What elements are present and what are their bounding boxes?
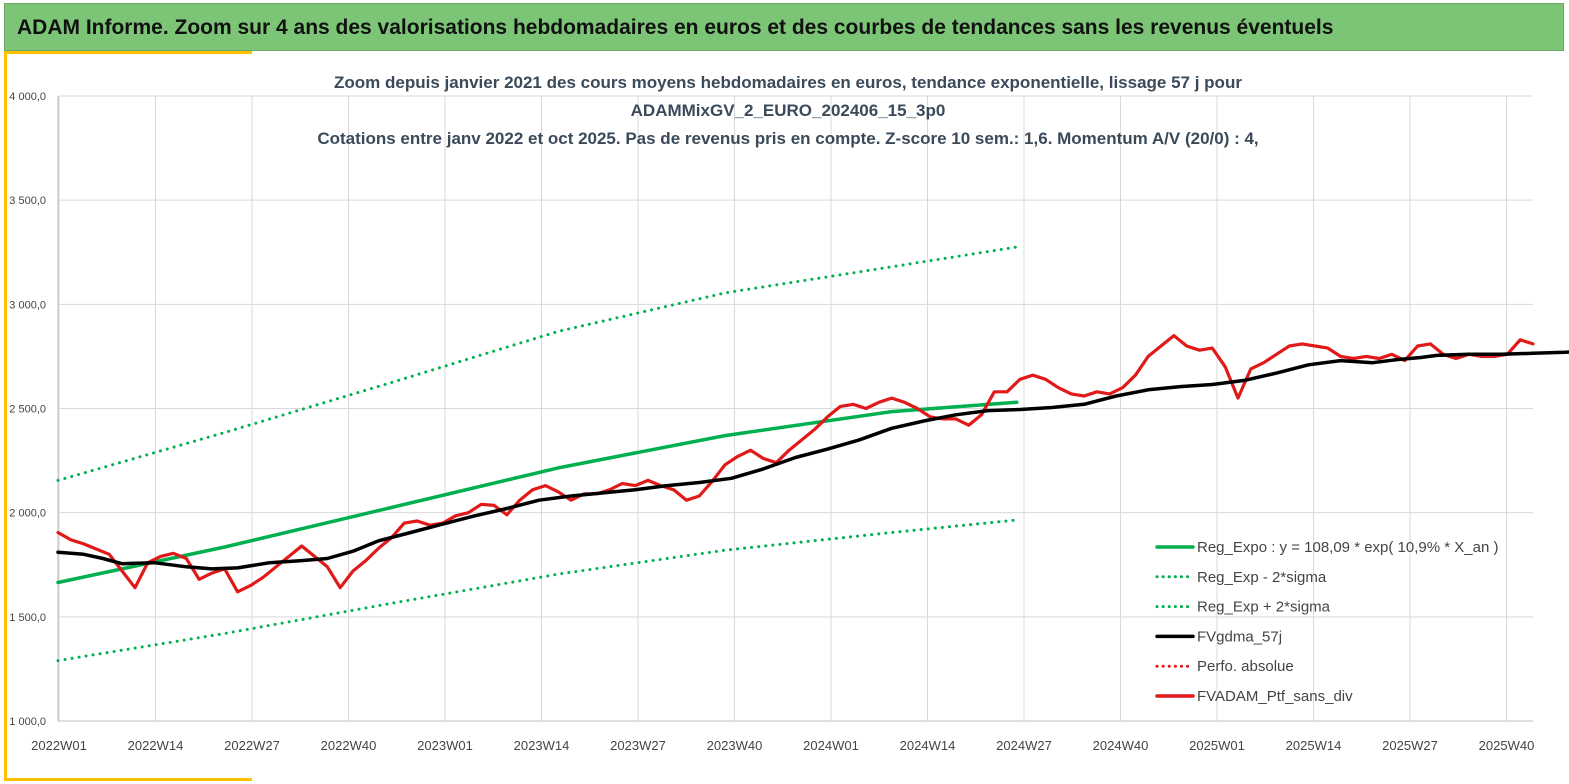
y-tick-label: 2 500,0: [9, 404, 46, 416]
accent-bar-bottom: [4, 778, 252, 781]
legend-label: Reg_Expo : y = 108,09 * exp( 10,9% * X_a…: [1197, 539, 1498, 556]
chart-title-line: Cotations entre janv 2022 et oct 2025. P…: [317, 129, 1258, 148]
y-tick-label: 1 000,0: [9, 716, 46, 728]
series-line-fvgdma-57j: [56, 350, 1569, 571]
y-tick-label: 3 500,0: [9, 195, 46, 207]
chart-legend: Reg_Expo : y = 108,09 * exp( 10,9% * X_a…: [1155, 539, 1498, 705]
series-line-reg-exp-2-sigma: [56, 245, 1019, 482]
y-tick-label: 1 500,0: [9, 612, 46, 624]
x-tick-label: 2024W27: [996, 738, 1052, 753]
x-tick-label: 2025W40: [1479, 738, 1535, 753]
x-tick-label: 2024W40: [1093, 738, 1149, 753]
legend-label: Reg_Exp + 2*sigma: [1197, 599, 1331, 616]
series-line-fvadam-ptf-sans-div: [56, 334, 1535, 594]
x-tick-label: 2024W14: [900, 738, 956, 753]
chart-title-line: Zoom depuis janvier 2021 des cours moyen…: [334, 73, 1242, 92]
series-line-reg-exp-2-sigma: [56, 518, 1019, 663]
y-tick-label: 3 000,0: [9, 299, 46, 311]
x-tick-label: 2022W40: [321, 738, 377, 753]
x-tick-label: 2022W27: [224, 738, 280, 753]
accent-bar-left: [4, 51, 7, 780]
x-tick-label: 2022W01: [31, 738, 87, 753]
chart-series: [56, 245, 1569, 663]
legend-label: FVgdma_57j: [1197, 628, 1282, 645]
series-line-reg-expo-y-108-09-exp-10-9-x-an: [56, 400, 1019, 585]
x-tick-label: 2023W01: [417, 738, 473, 753]
legend-label: Reg_Exp - 2*sigma: [1197, 569, 1327, 586]
y-tick-label: 2 000,0: [9, 508, 46, 520]
x-tick-label: 2022W14: [128, 738, 184, 753]
x-tick-label: 2024W01: [803, 738, 859, 753]
x-tick-label: 2023W27: [610, 738, 666, 753]
legend-label: FVADAM_Ptf_sans_div: [1197, 688, 1353, 705]
header-banner: ADAM Informe. Zoom sur 4 ans des valoris…: [4, 3, 1564, 51]
accent-bar-top: [4, 51, 252, 54]
x-tick-label: 2023W14: [514, 738, 570, 753]
banner-title: ADAM Informe. Zoom sur 4 ans des valoris…: [17, 16, 1334, 39]
x-tick-label: 2025W01: [1189, 738, 1245, 753]
x-tick-label: 2023W40: [707, 738, 763, 753]
y-tick-label: 4 000,0: [9, 91, 46, 103]
x-tick-label: 2025W27: [1382, 738, 1438, 753]
legend-label: Perfo. absolue: [1197, 658, 1294, 675]
chart-title-line: ADAMMixGV_2_EURO_202406_15_3p0: [631, 101, 946, 120]
chart-title: Zoom depuis janvier 2021 des cours moyen…: [317, 73, 1258, 148]
y-axis: 1 000,0 1 500,0 2 000,0 2 500,0 3 000,0 3 500…: [9, 91, 46, 728]
x-axis: 2022W01 2022W14 2022W27 2022W40 2023W01 2023W…: [31, 96, 1534, 753]
x-tick-label: 2025W14: [1286, 738, 1342, 753]
